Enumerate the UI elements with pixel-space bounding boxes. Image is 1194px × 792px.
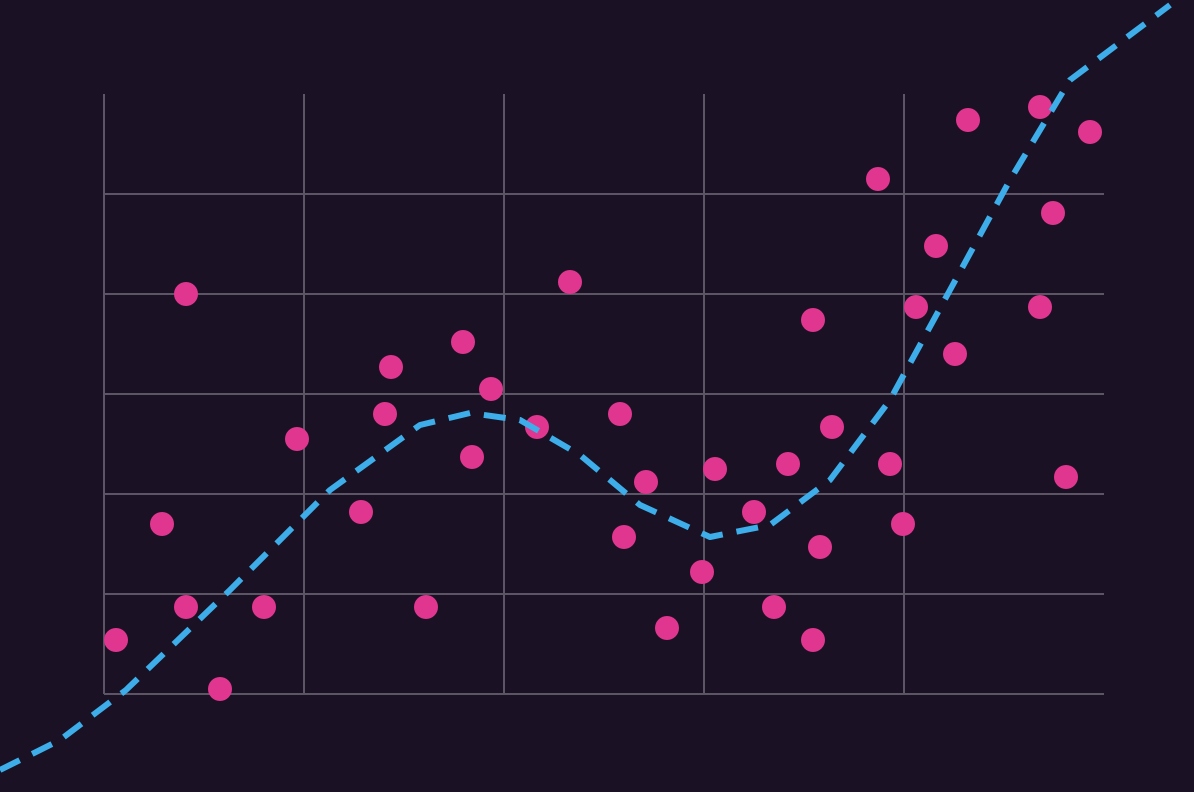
scatter-point	[891, 512, 915, 536]
scatter-point	[373, 402, 397, 426]
scatter-point	[943, 342, 967, 366]
scatter-point	[285, 427, 309, 451]
scatter-point	[174, 595, 198, 619]
scatter-point	[820, 415, 844, 439]
scatter-point	[801, 628, 825, 652]
scatter-point	[208, 677, 232, 701]
scatter-point	[904, 295, 928, 319]
scatter-point	[174, 282, 198, 306]
scatter-point	[634, 470, 658, 494]
scatter-point	[655, 616, 679, 640]
scatter-point	[104, 628, 128, 652]
scatter-point	[150, 512, 174, 536]
scatter-point	[349, 500, 373, 524]
scatter-point	[762, 595, 786, 619]
scatter-point	[608, 402, 632, 426]
scatter-point	[924, 234, 948, 258]
scatter-point	[414, 595, 438, 619]
scatter-point	[1028, 295, 1052, 319]
scatter-point	[612, 525, 636, 549]
scatter-point	[558, 270, 582, 294]
scatter-point	[703, 457, 727, 481]
scatter-point	[808, 535, 832, 559]
scatter-point	[742, 500, 766, 524]
scatter-point	[956, 108, 980, 132]
scatter-point	[1028, 95, 1052, 119]
scatter-point	[451, 330, 475, 354]
scatter-point	[379, 355, 403, 379]
scatter-point	[1054, 465, 1078, 489]
scatter-point	[866, 167, 890, 191]
scatter-point	[878, 452, 902, 476]
scatter-point	[460, 445, 484, 469]
trend-line	[0, 2, 1172, 773]
scatter-point	[252, 595, 276, 619]
scatter-point	[479, 377, 503, 401]
scatter-point	[801, 308, 825, 332]
scatter-point	[776, 452, 800, 476]
scatter-point	[1078, 120, 1102, 144]
scatter-point	[690, 560, 714, 584]
scatter-point	[1041, 201, 1065, 225]
